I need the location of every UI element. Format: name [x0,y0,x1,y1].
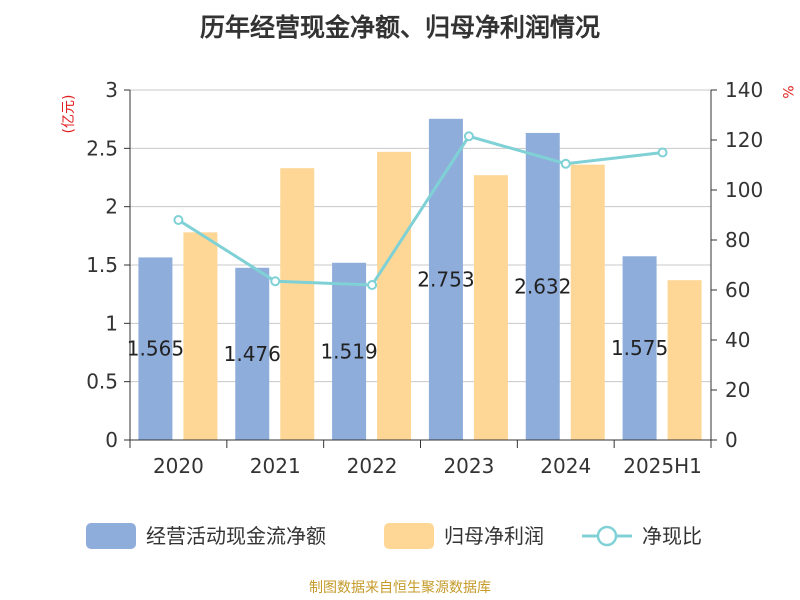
net-profit-bar [280,168,315,440]
net-profit-bar [667,280,702,440]
right-tick-label: 60 [725,278,750,302]
right-tick-label: 120 [725,128,763,152]
left-tick-label: 1 [105,311,118,335]
legend-label-ratio: 净现比 [642,524,702,548]
x-tick-label: 2023 [443,454,494,478]
left-axis-unit: (亿元) [61,95,77,134]
ratio-point [367,280,378,290]
cash-flow-bar [622,256,657,440]
left-tick-label: 2.5 [86,136,118,160]
cash-flow-data-label: 2.632 [514,274,571,298]
ratio-line [173,131,668,290]
right-axis-unit: % [779,85,795,98]
ratio-point [173,215,184,225]
net-profit-bar [377,151,412,441]
net-profit-bar [570,164,605,440]
right-tick-label: 100 [725,178,763,202]
legend-label-cash-flow: 经营活动现金流净额 [146,524,326,548]
cash-flow-bar [235,267,270,440]
cash-flow-data-label: 1.476 [224,342,281,366]
right-tick-label: 140 [725,78,763,102]
cash-flow-bar [525,132,560,440]
bars [138,118,702,441]
cash-flow-data-label: 2.753 [417,267,474,291]
chart-title: 历年经营现金净额、归母净利润情况 [200,13,600,42]
cash-flow-data-label: 1.519 [320,339,377,363]
right-tick-label: 40 [725,328,750,352]
left-tick-label: 0.5 [86,370,118,394]
ratio-point [657,147,668,158]
left-tick-label: 1.5 [86,253,118,277]
legend-swatch-cash-flow [86,523,136,549]
left-tick-label: 2 [105,195,118,219]
ratio-point [463,131,474,142]
net-profit-bar [473,175,508,440]
x-tick-label: 2024 [540,454,591,478]
right-tick-label: 20 [725,378,750,402]
right-tick-label: 0 [725,428,738,452]
legend-label-net-profit: 归母净利润 [444,524,544,548]
legend: 经营活动现金流净额 归母净利润 净现比 [86,523,702,549]
left-tick-label: 0 [105,428,118,452]
ratio-point [270,276,281,287]
left-tick-label: 3 [105,78,118,102]
cash-flow-bar [332,262,367,440]
ratio-line-path [177,134,663,287]
source-note: 制图数据来自恒生聚源数据库 [309,580,491,596]
cash-flow-bar [138,257,173,440]
x-tick-label: 2022 [347,454,398,478]
legend-swatch-net-profit [384,523,434,549]
gridlines [130,89,711,441]
legend-marker-ratio [596,525,618,547]
right-tick-label: 80 [725,228,750,252]
cash-flow-data-label: 1.575 [611,336,668,360]
data-labels: 1.565 1.476 1.519 2.753 2.632 1.575 [127,267,668,365]
x-tick-label: 2020 [153,454,204,478]
ratio-point [560,158,571,169]
net-profit-bar [183,232,218,440]
x-tick-label: 2021 [250,454,301,478]
x-tick-label: 2025H1 [623,454,702,478]
axes: 0 0.5 1 1.5 2 2.5 3 0 20 40 60 80 100 120 140 2020 2021 2… [86,78,763,478]
cash-flow-data-label: 1.565 [127,337,184,361]
